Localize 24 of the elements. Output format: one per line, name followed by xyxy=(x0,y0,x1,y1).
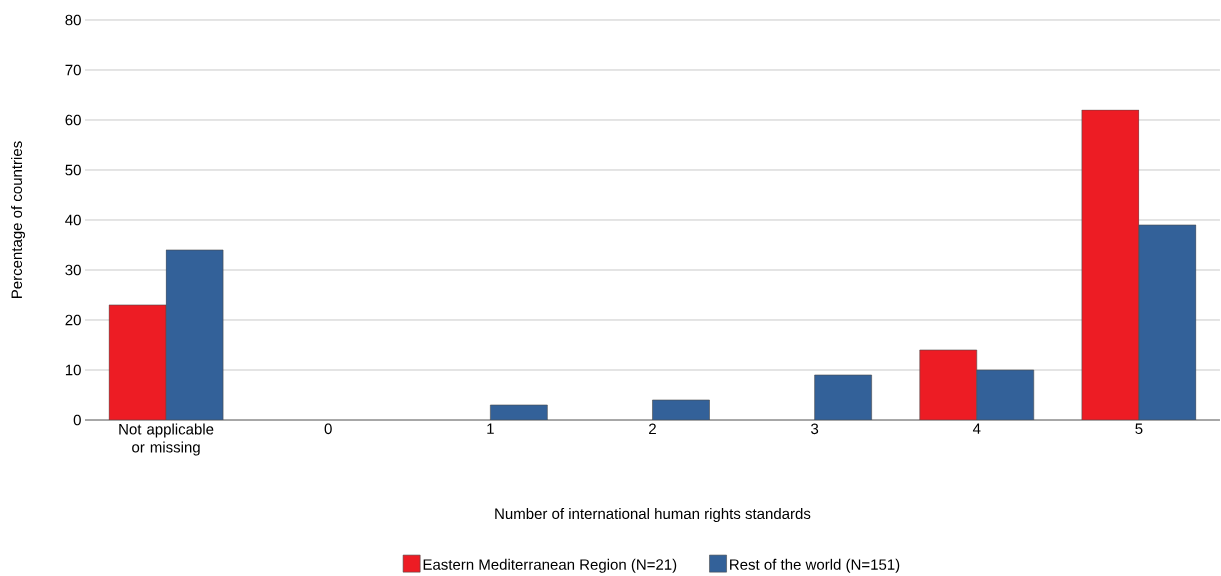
x-tick-label: 4 xyxy=(972,423,981,434)
x-tick-label: 5 xyxy=(1135,423,1143,434)
bar xyxy=(814,374,872,420)
bar xyxy=(1138,224,1197,420)
y-tick-label: 10 xyxy=(65,364,81,376)
y-tick-label: 40 xyxy=(65,214,81,226)
legend-label: Eastern Mediterranean Region (N=21) xyxy=(423,558,677,573)
y-axis-title: Percentage of countries xyxy=(11,141,26,298)
y-tick-label: 60 xyxy=(65,114,81,126)
bar xyxy=(165,249,224,420)
y-tick-label: 0 xyxy=(73,414,81,426)
y-tick-label: 30 xyxy=(65,264,81,276)
x-tick-label: 2 xyxy=(649,423,656,435)
x-tick-label: Not applicable or missing xyxy=(119,423,214,456)
x-axis-title: Number of international human rights standards xyxy=(495,508,811,522)
y-tick-label: 80 xyxy=(65,14,81,26)
y-tick-label: 50 xyxy=(65,164,81,176)
x-tick-label: 3 xyxy=(811,423,819,435)
x-tick-label: 1 xyxy=(487,423,494,434)
y-tick-label: 20 xyxy=(65,314,81,326)
y-tick-label: 70 xyxy=(65,64,81,76)
bar xyxy=(976,369,1035,420)
legend-label: Rest of the world (N=151) xyxy=(730,558,900,573)
x-tick-label: 0 xyxy=(324,423,332,435)
